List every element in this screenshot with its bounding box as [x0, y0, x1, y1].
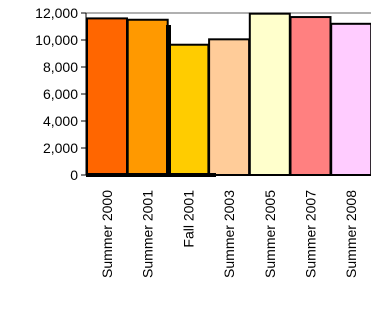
floor-shadow: [86, 173, 216, 177]
x-tick-label: Fall 2001: [180, 190, 196, 248]
x-tick-label: Summer 2005: [262, 190, 278, 278]
bar: [86, 17, 128, 177]
x-tick-label: Summer 2003: [221, 190, 237, 278]
y-tick-label: 12,000: [35, 5, 78, 21]
bar: [208, 38, 251, 177]
y-tick-label: 4,000: [43, 113, 78, 129]
bar: [126, 18, 169, 176]
x-tick-label: Summer 2001: [140, 190, 156, 278]
y-tick-label: 10,000: [35, 32, 78, 48]
x-tick-label: Summer 2008: [343, 190, 359, 278]
bar: [248, 12, 291, 176]
bar-shadow: [166, 25, 171, 175]
bar: [330, 22, 371, 176]
y-tick-label: 8,000: [43, 59, 78, 75]
bars: [86, 12, 371, 177]
y-tick-label: 0: [70, 167, 78, 183]
x-tick-label: Summer 2000: [99, 190, 115, 278]
bar: [167, 43, 210, 176]
y-tick-label: 2,000: [43, 140, 78, 156]
y-tick-label: 6,000: [43, 86, 78, 102]
y-axis: 0 2,000 4,000 6,000 8,000 10,000 12,000: [35, 5, 371, 183]
x-tick-label: Summer 2007: [303, 190, 319, 278]
bar: [289, 16, 332, 176]
x-axis: Summer 2000 Summer 2001 Fall 2001 Summer 20…: [99, 190, 359, 278]
